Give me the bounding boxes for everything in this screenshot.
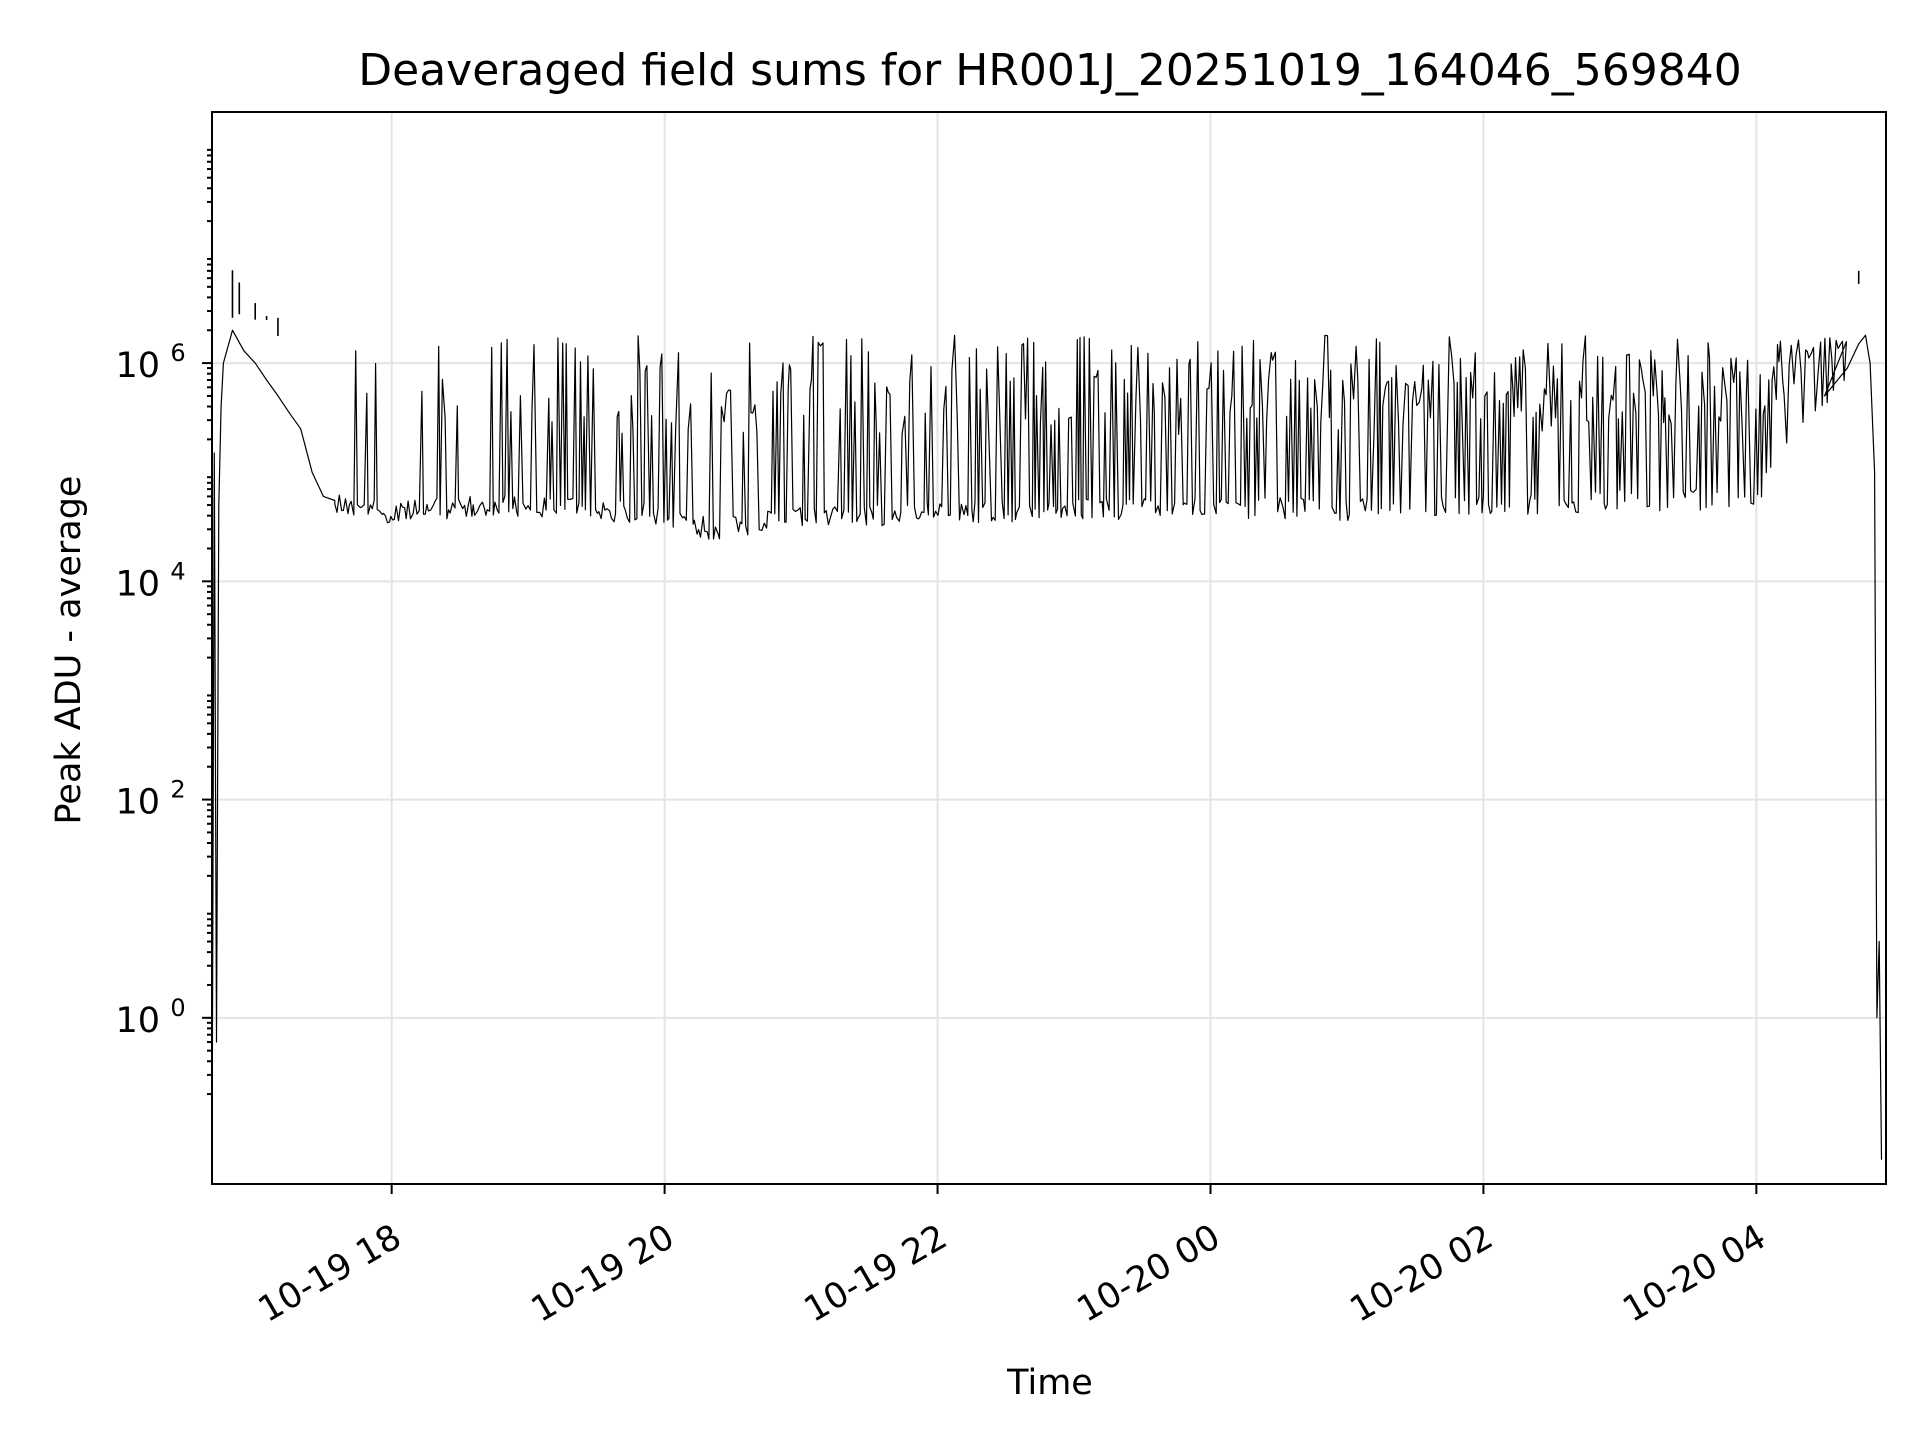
- y-tick-exponent: 4: [170, 557, 185, 585]
- series-layer: [211, 270, 1883, 1185]
- y-tick-label: 10: [115, 564, 160, 604]
- y-axis-label: Peak ADU - average: [49, 476, 89, 825]
- y-tick-exponent: 2: [170, 776, 185, 804]
- y-tick-exponent: 6: [170, 339, 185, 367]
- x-axis-label: Time: [1006, 1363, 1093, 1403]
- y-tick-label: 10: [115, 346, 160, 386]
- plot-frame: [211, 111, 1887, 1185]
- y-tick-label: 10: [115, 1001, 160, 1041]
- series-line: [211, 329, 1883, 1185]
- chart-title: Deaveraged field sums for HR001J_2025101…: [358, 45, 1742, 96]
- y-tick-exponent: 0: [170, 994, 185, 1022]
- grid: [212, 112, 1886, 1184]
- y-tick-label: 10: [115, 783, 160, 823]
